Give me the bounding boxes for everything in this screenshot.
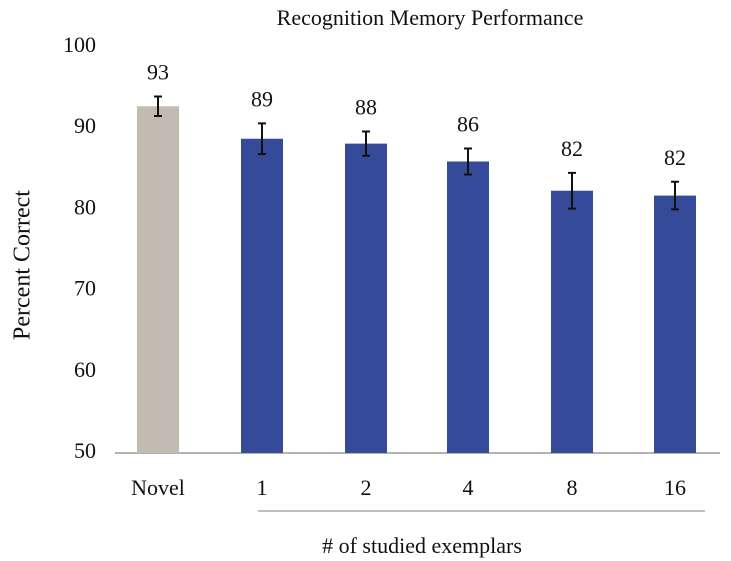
- data-label: 86: [457, 112, 479, 137]
- data-label: 89: [251, 86, 273, 111]
- x-tick-label: Novel: [131, 475, 185, 500]
- error-bar: [464, 147, 472, 176]
- bar: [137, 106, 179, 453]
- y-tick-label: 70: [74, 276, 96, 301]
- data-label: 82: [664, 145, 686, 170]
- x-axis-label: # of studied exemplars: [322, 533, 522, 558]
- bar: [345, 143, 387, 454]
- data-label: 88: [355, 94, 377, 119]
- bar: [241, 138, 283, 454]
- x-tick-label: 2: [361, 475, 372, 500]
- y-tick-label: 50: [74, 438, 96, 463]
- data-label: 82: [561, 136, 583, 161]
- data-label: 93: [147, 60, 169, 85]
- bar: [551, 190, 593, 453]
- error-bar: [568, 171, 576, 210]
- x-tick-label: 1: [257, 475, 268, 500]
- y-tick-label: 80: [74, 194, 96, 219]
- y-axis-label: Percent Correct: [10, 190, 36, 340]
- chart-title: Recognition Memory Performance: [277, 5, 584, 30]
- bar: [447, 161, 489, 453]
- error-bar: [258, 122, 266, 156]
- error-bar: [671, 180, 679, 211]
- x-tick-label: 4: [463, 475, 474, 500]
- y-tick-label: 100: [63, 32, 96, 57]
- x-tick-label: 8: [567, 475, 578, 500]
- x-tick-label: 16: [664, 475, 686, 500]
- y-tick-label: 60: [74, 357, 96, 382]
- error-bar: [154, 95, 162, 118]
- error-bar: [362, 130, 370, 157]
- y-tick-label: 90: [74, 113, 96, 138]
- bar: [654, 195, 696, 453]
